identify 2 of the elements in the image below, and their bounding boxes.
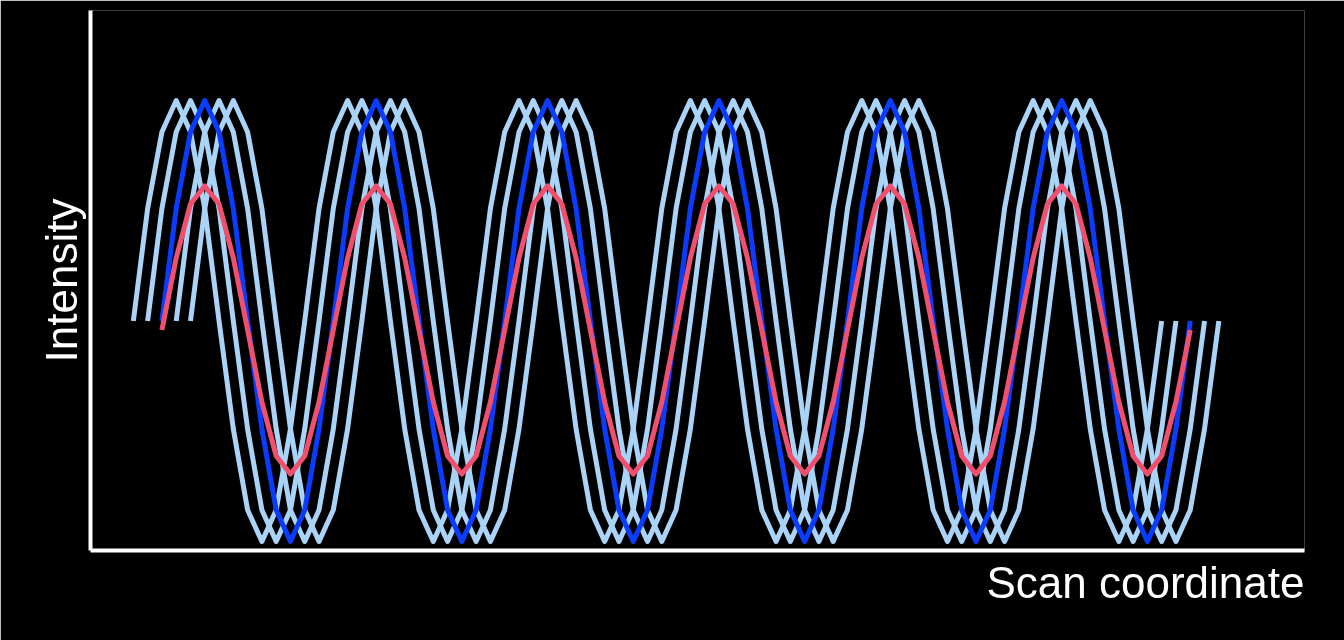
- y-axis-title: Intensity: [36, 198, 86, 363]
- x-axis-title: Scan coordinate: [986, 557, 1305, 607]
